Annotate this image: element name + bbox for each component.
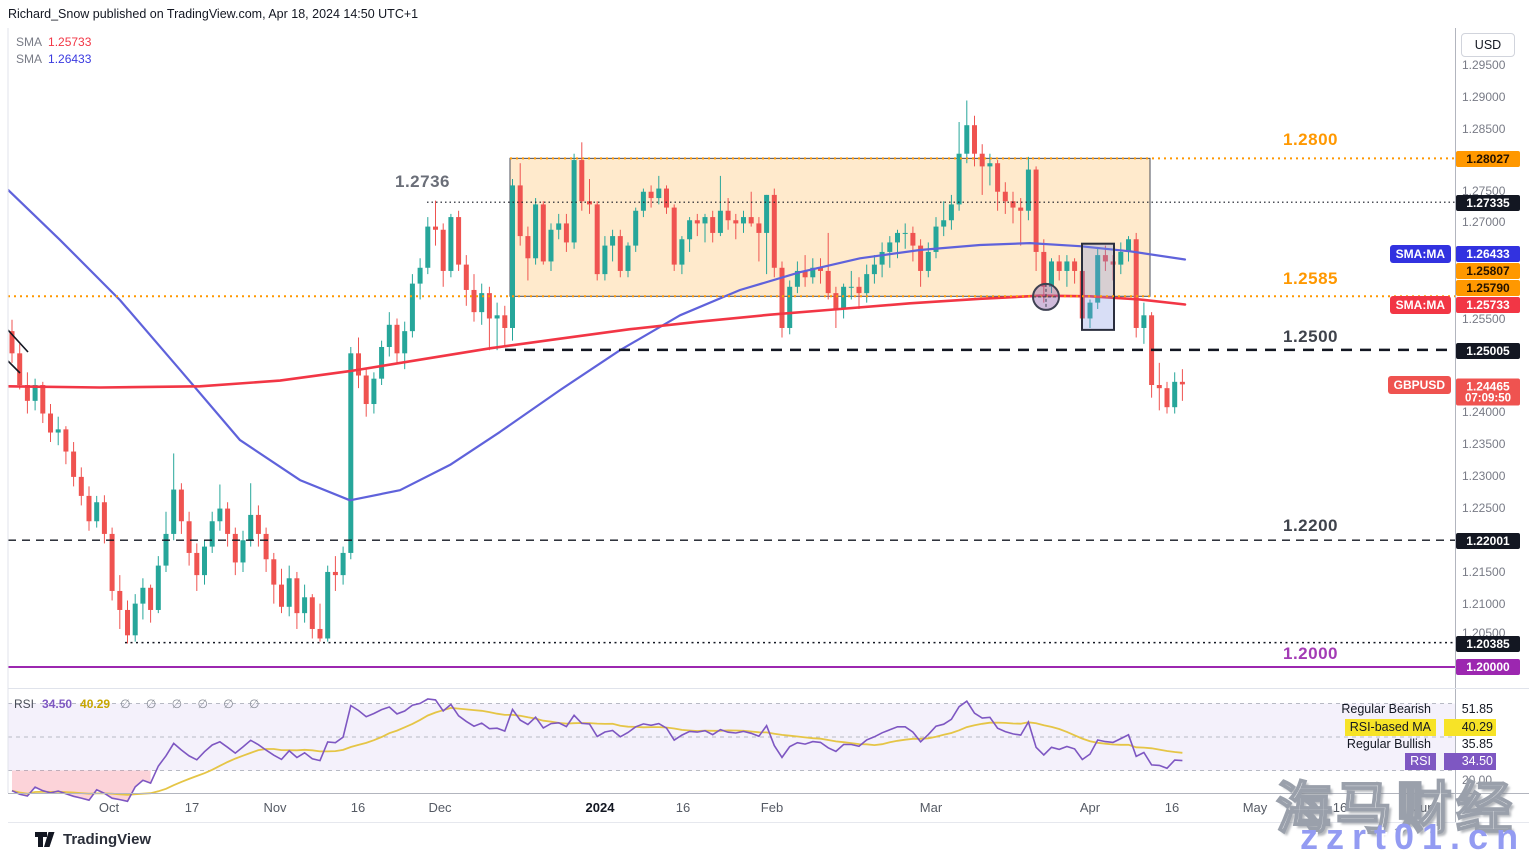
price-tick: 1.29500 <box>1462 58 1506 72</box>
time-tick: Jun <box>1413 800 1435 815</box>
time-tick: Oct <box>98 800 120 815</box>
price-badge: 1.22001 <box>1456 533 1520 549</box>
rsi-legend-row: Regular Bullish 35.85 <box>1100 736 1520 753</box>
rsi-legend-row: Regular Bearish 51.85 <box>1100 701 1520 718</box>
price-badge: 1.25005 <box>1456 343 1520 359</box>
rsi-scale-label: 20.00 <box>1462 773 1493 787</box>
price-tick: 1.29000 <box>1462 90 1506 104</box>
price-chart-layer <box>8 100 1455 668</box>
price-tick: 1.23000 <box>1462 469 1506 483</box>
time-tick: 16 <box>1164 800 1180 815</box>
sma-ma-badge: SMA:MA <box>1389 245 1451 263</box>
price-tick: 1.28500 <box>1462 122 1506 136</box>
rsi-legend-row: RSI 34.50 <box>1100 753 1520 770</box>
candles-layer <box>9 100 1185 644</box>
rsi-indicator-legend[interactable]: RSI 34.50 40.29 ∅ ∅ ∅ ∅ ∅ ∅ <box>14 697 265 711</box>
level-label: 1.2736 <box>395 172 450 191</box>
level-label: 1.2500 <box>1283 327 1338 346</box>
rsi-hidden-markers: ∅ ∅ ∅ ∅ ∅ ∅ <box>120 697 266 711</box>
price-badge: 1.24465 07:09:50 <box>1456 378 1520 406</box>
time-tick: 17 <box>184 800 200 815</box>
rsi-ma-value: 40.29 <box>80 697 111 711</box>
price-badge: 1.25807 <box>1456 263 1520 279</box>
rsi-row-label: Regular Bullish <box>1346 737 1431 751</box>
trendline-segment <box>8 360 21 374</box>
price-badge: 1.20385 <box>1456 636 1520 652</box>
price-tick: 1.24000 <box>1462 405 1506 419</box>
rsi-row-value: 40.29 <box>1444 719 1496 736</box>
sma2-value: 1.26433 <box>48 52 92 66</box>
rsi-row-value: 35.85 <box>1461 737 1493 751</box>
rsi-row-label: RSI <box>1405 753 1436 770</box>
rsi-value: 34.50 <box>42 697 73 711</box>
price-badge: 1.27335 <box>1456 195 1520 211</box>
rsi-row-label: RSI-based MA <box>1344 719 1436 736</box>
watermark-cjk: 海马财经 <box>1275 776 1516 841</box>
time-tick: 2024 <box>585 800 615 815</box>
level-label: 1.2800 <box>1283 130 1338 149</box>
rsi-row-value: 34.50 <box>1444 753 1496 770</box>
sma-ma-badge: SMA:MA <box>1389 296 1451 314</box>
tradingview-logo-icon[interactable] <box>34 828 56 850</box>
watermark-url: zzrt01.cn <box>1300 816 1527 857</box>
time-tick: Nov <box>263 800 287 815</box>
sma-legend-row-2: SMA 1.26433 <box>16 51 91 68</box>
symbol-badge: GBPUSD <box>1387 376 1451 394</box>
price-badge: 1.20000 <box>1456 659 1520 675</box>
sma-slow-line <box>8 294 1187 389</box>
price-tick: 1.25500 <box>1462 312 1506 326</box>
rsi-legend-row: RSI-based MA 40.29 <box>1100 719 1520 736</box>
rsi-ma-line <box>11 706 1183 796</box>
price-badge: 1.25790 <box>1456 280 1520 296</box>
price-tick: 1.21500 <box>1462 565 1506 579</box>
countdown-timer: 07:09:50 <box>1464 392 1512 405</box>
price-tick: 1.21000 <box>1462 597 1506 611</box>
time-tick: 16 <box>350 800 366 815</box>
price-tick: 1.23500 <box>1462 437 1506 451</box>
footer: TradingView <box>34 828 151 850</box>
price-tick: 1.22500 <box>1462 501 1506 515</box>
time-tick: Feb <box>760 800 784 815</box>
price-tick: 1.27000 <box>1462 215 1506 229</box>
currency-toggle-button[interactable]: USD <box>1461 33 1515 57</box>
rsi-row-label: Regular Bearish <box>1341 702 1431 716</box>
price-badge: 1.25733 <box>1456 297 1520 313</box>
sma1-label: SMA <box>16 35 43 49</box>
time-tick: Mar <box>919 800 943 815</box>
level-label: 1.2585 <box>1283 269 1338 288</box>
price-tick: 1.27500 <box>1462 184 1506 198</box>
level-label: 1.2200 <box>1283 516 1338 535</box>
sma-legend-row-1: SMA 1.25733 <box>16 34 91 51</box>
rsi-row-value: 51.85 <box>1461 702 1493 716</box>
tradingview-brand-text[interactable]: TradingView <box>63 830 152 848</box>
rsi-panel-layer <box>8 698 1455 803</box>
time-tick: Dec <box>428 800 452 815</box>
time-tick: May <box>1242 800 1268 815</box>
time-tick: 16 <box>675 800 691 815</box>
rsi-label: RSI <box>14 697 35 711</box>
price-badge: 1.26433 <box>1456 246 1520 262</box>
sma1-value: 1.25733 <box>48 35 92 49</box>
event-highlight-box <box>1081 242 1115 331</box>
trendline-segment <box>8 329 29 353</box>
sma-fast-line <box>8 188 1187 502</box>
time-tick: Apr <box>1079 800 1101 815</box>
sma2-label: SMA <box>16 52 43 66</box>
level-label: 1.2000 <box>1283 644 1338 663</box>
time-tick: 16 <box>1332 800 1348 815</box>
publish-header: Richard_Snow published on TradingView.co… <box>8 7 419 21</box>
rsi-line <box>11 698 1183 803</box>
sma-legend[interactable]: SMA 1.25733 SMA 1.26433 <box>16 34 91 68</box>
price-badge: 1.28027 <box>1456 151 1520 167</box>
